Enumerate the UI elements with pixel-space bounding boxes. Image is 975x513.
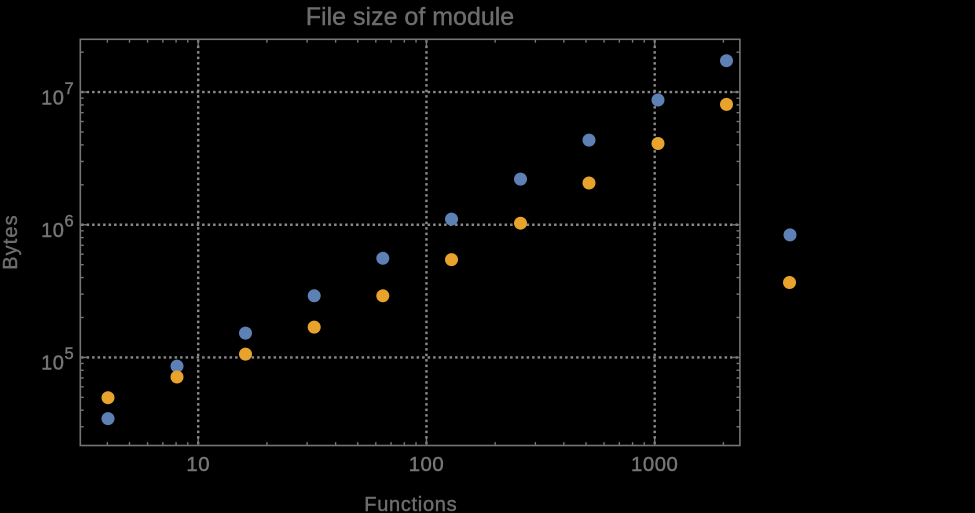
- svg-text:105: 105: [41, 345, 74, 375]
- svg-text:Functions: Functions: [364, 494, 457, 513]
- svg-text:Bytes: Bytes: [0, 214, 22, 270]
- svg-text:File size of module: File size of module: [306, 3, 514, 31]
- svg-text:106: 106: [41, 212, 74, 242]
- svg-text:100: 100: [409, 454, 445, 476]
- svg-text:1000: 1000: [631, 454, 678, 476]
- svg-text:107: 107: [41, 80, 74, 110]
- svg-text:10: 10: [186, 454, 210, 476]
